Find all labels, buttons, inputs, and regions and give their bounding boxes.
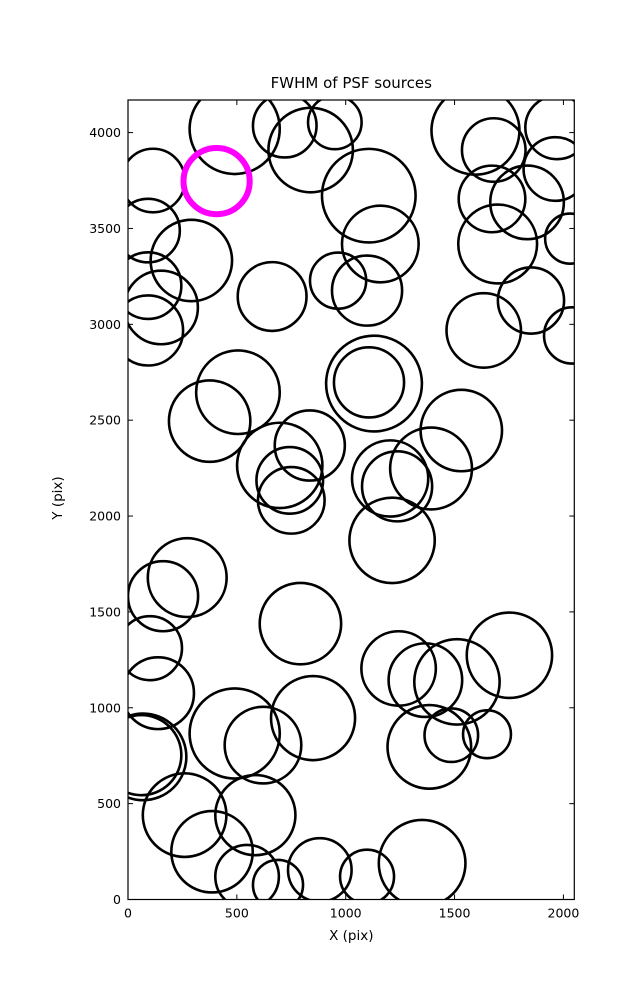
source-circle: [251, 100, 318, 159]
source-circle: [188, 100, 282, 176]
source-circle: [419, 388, 504, 473]
source-circle: [146, 536, 228, 619]
source-circle: [128, 250, 183, 321]
x-tick-label: 1000: [330, 906, 362, 921]
source-circle: [256, 465, 326, 535]
source-circle: [387, 642, 464, 719]
source-circle: [456, 203, 539, 285]
source-circle: [524, 100, 575, 161]
source-circle: [128, 559, 200, 633]
source-circle: [465, 611, 554, 700]
y-tick-label: 0: [113, 892, 121, 907]
source-circle: [445, 291, 523, 369]
source-circle: [214, 843, 281, 900]
source-circle: [388, 426, 474, 511]
source-circle: [386, 703, 473, 790]
source-circle: [258, 581, 343, 666]
source-circle: [194, 349, 282, 436]
source-circle: [360, 449, 434, 523]
y-tick-label: 3000: [89, 317, 121, 332]
source-circle: [488, 164, 566, 241]
source-circle: [141, 772, 228, 859]
axis-tick-labels: 0 500 1000 1500 2000 0 500 1000 1500 2000 2500 3000…: [89, 125, 579, 920]
source-circle: [269, 674, 357, 762]
source-circle: [235, 421, 324, 510]
source-circle: [412, 637, 501, 726]
y-tick-label: 2000: [89, 509, 121, 524]
source-circle: [128, 713, 183, 797]
source-circle: [128, 269, 200, 346]
y-tick-label: 500: [97, 796, 121, 811]
source-circle: [267, 106, 355, 194]
chart-title: FWHM of PSF sources: [271, 74, 432, 92]
source-circle: [377, 818, 467, 900]
source-circle: [128, 294, 185, 367]
source-circle: [320, 147, 417, 244]
y-tick-label: 4000: [89, 125, 121, 140]
source-circle: [330, 254, 404, 327]
source-circle: [461, 708, 513, 760]
x-tick-label: 0: [124, 906, 132, 921]
source-circle: [255, 445, 325, 515]
source-circle: [236, 260, 308, 333]
source-circle: [457, 164, 527, 234]
x-tick-label: 500: [225, 906, 249, 921]
source-circle: [170, 809, 255, 894]
y-tick-label: 1500: [89, 604, 121, 619]
source-circle: [338, 848, 396, 900]
axes-spines: [127, 99, 575, 901]
source-circle: [167, 379, 252, 464]
source-circle: [460, 116, 527, 184]
source-circle: [340, 204, 420, 284]
y-tick-label: 1000: [89, 700, 121, 715]
source-circle: [128, 197, 182, 264]
y-tick-label: 3500: [89, 221, 121, 236]
source-circle: [306, 100, 363, 151]
source-circle: [223, 705, 303, 785]
source-circle: [149, 218, 234, 303]
source-circle: [214, 773, 297, 857]
source-circle: [286, 836, 353, 900]
source-circle: [251, 858, 305, 900]
x-tick-label: 2000: [548, 906, 580, 921]
source-circle: [128, 712, 188, 802]
y-tick-label: 2500: [89, 413, 121, 428]
source-circle: [332, 346, 406, 419]
source-circle: [348, 496, 437, 585]
y-axis-label: Y (pix): [50, 476, 66, 520]
source-circle: [543, 212, 575, 265]
source-circle: [273, 409, 347, 482]
source-circle: [423, 707, 480, 764]
source-circle: [324, 334, 424, 433]
x-axis-label: X (pix): [329, 928, 373, 944]
source-circle: [522, 135, 575, 203]
source-circle: [128, 655, 196, 731]
source-circle: [496, 266, 566, 335]
source-circles-layer: [128, 100, 575, 900]
source-circle: [188, 687, 282, 780]
highlighted-source-circle: [180, 145, 253, 218]
source-circle: [350, 439, 430, 518]
x-tick-label: 1500: [439, 906, 471, 921]
source-circle: [128, 614, 184, 682]
source-circle: [542, 306, 575, 365]
